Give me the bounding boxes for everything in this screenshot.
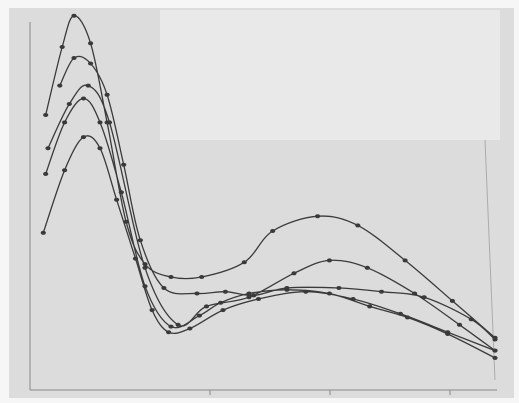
series-1-point-2 — [59, 45, 65, 49]
series-2-point-2 — [71, 56, 77, 60]
series-5-point-12 — [303, 289, 309, 294]
series-4-point-16 — [492, 355, 498, 360]
series-layer — [40, 13, 498, 360]
series-5-point-8 — [166, 330, 172, 335]
series-1-point-4 — [88, 41, 94, 46]
series-1-point-12 — [315, 214, 321, 219]
series-3 — [45, 83, 498, 353]
series-1-line — [45, 15, 496, 339]
series-5-point-5 — [114, 197, 120, 202]
series-3-point-10 — [326, 258, 332, 263]
series-1-point-10 — [241, 260, 247, 265]
series-2-point-4 — [104, 92, 110, 97]
paper-glare — [160, 10, 500, 140]
series-4-point-10 — [246, 291, 252, 296]
series-3-point-4 — [106, 120, 113, 125]
series-5-point-9 — [187, 326, 193, 331]
series-4-point-8 — [196, 313, 202, 318]
series-5-point-10 — [220, 308, 226, 313]
series-3-point-5 — [142, 265, 148, 270]
series-4-point-2 — [62, 120, 68, 125]
series-5-point-16 — [492, 348, 498, 353]
series-1-point-8 — [168, 275, 174, 279]
series-4-point-7 — [168, 324, 174, 329]
series-5-point-14 — [397, 311, 403, 316]
series-5-point-7 — [149, 308, 155, 313]
series-1-point-14 — [402, 258, 408, 263]
series-4-point-4 — [97, 120, 103, 125]
series-1-point-15 — [449, 298, 455, 303]
series-3-line — [47, 84, 496, 352]
series-3-point-9 — [291, 271, 297, 276]
series-4-point-9 — [218, 300, 224, 305]
series-4-point-11 — [284, 287, 290, 292]
series-4 — [43, 96, 498, 360]
series-5-point-15 — [445, 330, 451, 335]
series-4-point-1 — [43, 171, 49, 176]
series-5-point-6 — [132, 256, 139, 261]
series-4-line — [45, 97, 496, 359]
series-1-point-13 — [355, 223, 361, 228]
series-5-point-11 — [255, 297, 262, 301]
series-2-line — [59, 55, 496, 340]
series-1-point-3 — [71, 13, 77, 18]
series-2-point-9 — [222, 289, 228, 294]
series-2 — [57, 55, 498, 342]
series-1-point-9 — [199, 275, 205, 279]
series-2-point-3 — [88, 61, 94, 66]
series-3-point-2 — [66, 102, 72, 106]
series-1-point-1 — [43, 113, 49, 117]
series-2-point-1 — [57, 83, 63, 88]
series-4-point-5 — [118, 190, 124, 195]
series-3-point-3 — [85, 83, 91, 88]
series-1-point-11 — [270, 229, 276, 233]
series-5 — [40, 135, 498, 353]
series-5-point-13 — [350, 297, 356, 301]
series-3-point-13 — [456, 322, 463, 327]
series-5-point-3 — [80, 135, 87, 140]
series-3-point-11 — [364, 265, 370, 270]
series-5-point-2 — [62, 168, 68, 173]
series-4-point-3 — [80, 96, 87, 101]
series-3-point-6 — [175, 322, 181, 327]
series-3-point-8 — [246, 295, 252, 300]
series-5-point-4 — [97, 146, 103, 151]
series-3-point-12 — [412, 291, 418, 296]
series-5-point-1 — [40, 230, 46, 235]
series-5-line — [42, 135, 496, 352]
series-4-point-13 — [367, 304, 373, 309]
series-2-point-13 — [378, 289, 385, 294]
series-2-point-6 — [137, 238, 143, 243]
series-2-point-5 — [121, 162, 127, 167]
series-2-point-16 — [492, 337, 498, 342]
series-2-point-7 — [161, 286, 167, 290]
series-3-point-7 — [203, 304, 210, 309]
series-2-point-8 — [194, 291, 200, 296]
series-1 — [43, 13, 498, 340]
series-3-point-1 — [45, 146, 51, 151]
series-2-point-15 — [468, 317, 474, 322]
series-1-point-6 — [123, 219, 129, 224]
series-2-point-12 — [336, 286, 342, 290]
